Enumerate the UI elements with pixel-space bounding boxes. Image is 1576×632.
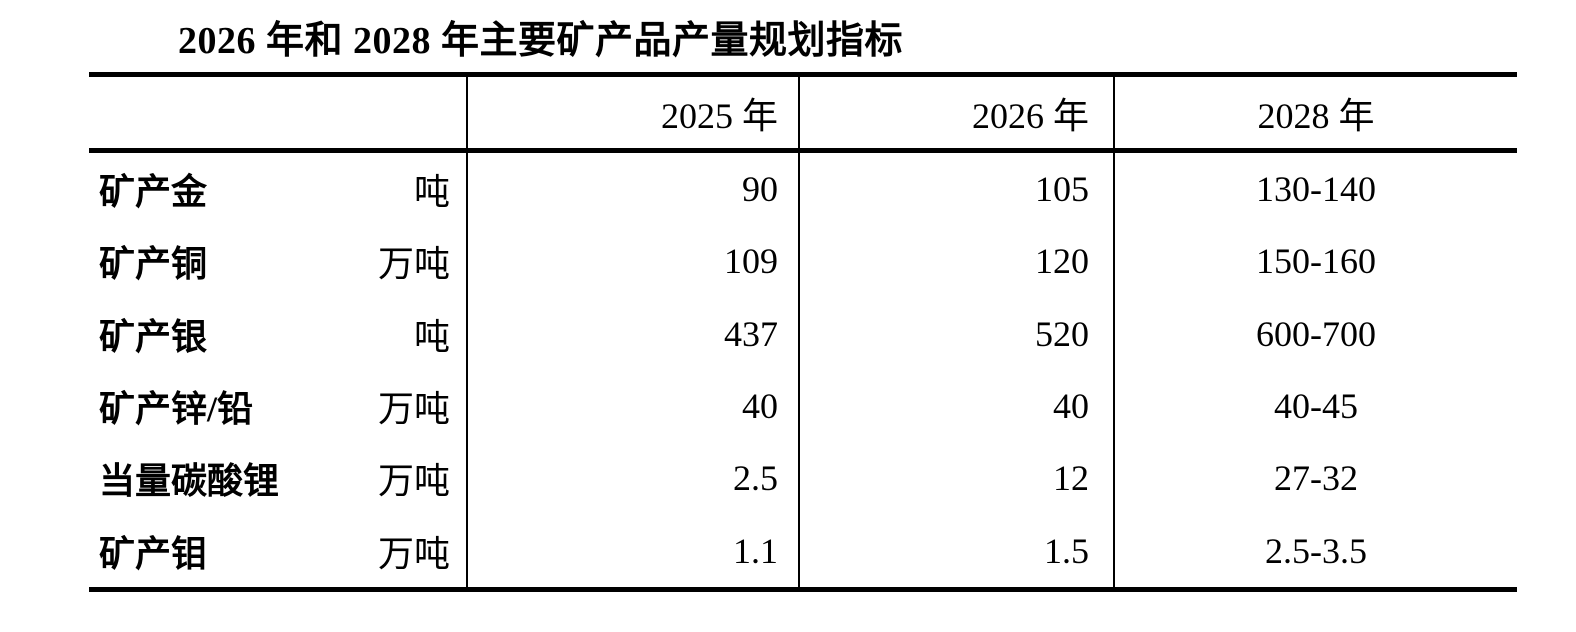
product-name: 矿产金 [99, 172, 208, 213]
header-label-2026: 2026 年 [971, 95, 1089, 136]
cell-2025: 90 [468, 153, 800, 226]
table-row: 当量碳酸锂 万吨 2.5 12 27-32 [89, 442, 1517, 515]
product-name: 矿产银 [99, 316, 208, 357]
product-name: 矿产铜 [99, 244, 208, 285]
cell-2026: 105 [800, 153, 1115, 226]
value-2026: 120 [1035, 241, 1089, 282]
product-unit: 万吨 [377, 389, 450, 430]
cell-2025: 2.5 [468, 442, 800, 515]
product-unit: 万吨 [377, 244, 450, 285]
value-2028: 600-700 [1256, 313, 1376, 354]
header-cell-2026: 2026 年 [800, 77, 1115, 148]
header-cell-2025: 2025 年 [468, 77, 800, 148]
cell-product: 当量碳酸锂 万吨 [89, 442, 468, 515]
value-2025: 40 [742, 386, 778, 427]
cell-2026: 120 [800, 225, 1115, 298]
value-2028: 40-45 [1274, 386, 1358, 427]
cell-product: 矿产银 吨 [89, 297, 468, 370]
cell-2028: 600-700 [1115, 298, 1517, 370]
cell-2026: 1.5 [800, 514, 1115, 587]
value-2026: 12 [1053, 458, 1089, 499]
table-row: 矿产金 吨 90 105 130-140 [89, 153, 1517, 226]
mineral-production-table: 2025 年 2026 年 2028 年 矿产金 吨 90 105 130-14… [89, 72, 1517, 592]
value-2025: 437 [724, 313, 778, 354]
cell-2028: 150-160 [1115, 225, 1517, 297]
value-2025: 1.1 [733, 530, 778, 571]
value-2028: 27-32 [1274, 458, 1358, 499]
cell-2026: 520 [800, 297, 1115, 370]
table-row: 矿产钼 万吨 1.1 1.5 2.5-3.5 [89, 514, 1517, 587]
page-title: 2026 年和 2028 年主要矿产品产量规划指标 [178, 20, 904, 62]
value-2026: 520 [1035, 313, 1089, 354]
product-unit: 万吨 [377, 461, 450, 502]
cell-2028: 2.5-3.5 [1115, 515, 1517, 587]
table-row: 矿产铜 万吨 109 120 150-160 [89, 225, 1517, 298]
product-name: 矿产锌/铅 [99, 389, 254, 430]
value-2026: 105 [1035, 169, 1089, 210]
value-2028: 150-160 [1256, 241, 1376, 282]
cell-product: 矿产锌/铅 万吨 [89, 369, 468, 443]
product-name: 矿产钼 [99, 533, 208, 574]
cell-product: 矿产铜 万吨 [89, 225, 468, 298]
cell-2028: 130-140 [1115, 153, 1517, 225]
product-unit: 万吨 [377, 533, 450, 574]
cell-2026: 12 [800, 442, 1115, 515]
cell-product: 矿产钼 万吨 [89, 514, 468, 587]
value-2028: 2.5-3.5 [1265, 530, 1367, 571]
header-cell-product [89, 77, 468, 148]
header-label-2025: 2025 年 [660, 95, 778, 136]
header-label-2028: 2028 年 [1257, 95, 1375, 136]
value-2025: 109 [724, 241, 778, 282]
cell-product: 矿产金 吨 [89, 153, 468, 226]
value-2028: 130-140 [1256, 169, 1376, 210]
value-2026: 1.5 [1044, 530, 1089, 571]
product-unit: 吨 [413, 172, 450, 213]
table-row: 矿产锌/铅 万吨 40 40 40-45 [89, 369, 1517, 443]
cell-2026: 40 [800, 369, 1115, 443]
cell-2025: 109 [468, 225, 800, 298]
value-2025: 2.5 [733, 458, 778, 499]
table-header-row: 2025 年 2026 年 2028 年 [89, 77, 1517, 153]
value-2026: 40 [1053, 386, 1089, 427]
value-2025: 90 [742, 169, 778, 210]
product-unit: 吨 [413, 316, 450, 357]
table-row: 矿产银 吨 437 520 600-700 [89, 297, 1517, 370]
cell-2028: 27-32 [1115, 442, 1517, 514]
cell-2025: 437 [468, 297, 800, 370]
cell-2028: 40-45 [1115, 370, 1517, 442]
cell-2025: 40 [468, 369, 800, 443]
product-name: 当量碳酸锂 [99, 461, 280, 502]
cell-2025: 1.1 [468, 514, 800, 587]
header-cell-2028: 2028 年 [1115, 77, 1517, 148]
